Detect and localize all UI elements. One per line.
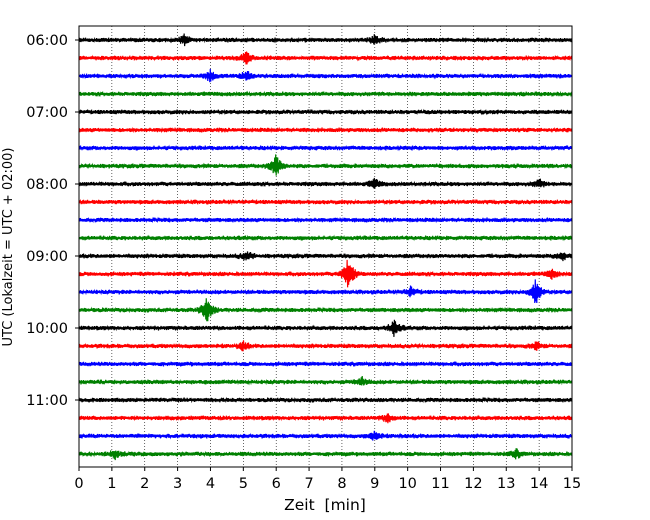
y-tick-label-0800: 08:00 [26, 177, 68, 193]
y-tick-label-0700: 07:00 [26, 105, 68, 121]
trace-0630 [78, 68, 573, 83]
x-tick-label-5: 5 [239, 476, 248, 492]
y-tick-label-0900: 09:00 [26, 249, 68, 265]
x-tick-label-1: 1 [107, 476, 116, 492]
trace-0615 [78, 51, 573, 65]
x-tick-label-3: 3 [173, 476, 182, 492]
trace-0700 [78, 108, 573, 116]
plot-frame [78, 25, 573, 468]
trace-1100 [78, 396, 573, 404]
trace-0915 [78, 259, 573, 288]
trace-0900 [78, 251, 573, 262]
trace-0715 [78, 126, 573, 134]
x-axis-label: Zeit [min] [284, 496, 366, 514]
trace-1145 [78, 448, 573, 461]
x-tick-label-7: 7 [304, 476, 313, 492]
trace-1130 [78, 430, 573, 441]
trace-0600 [78, 33, 573, 47]
y-tick-label-0600: 06:00 [26, 33, 68, 49]
x-tick-label-9: 9 [370, 476, 379, 492]
y-tick-label-1000: 10:00 [26, 321, 68, 337]
x-tick-label-0: 0 [74, 476, 83, 492]
trace-0930 [78, 279, 573, 304]
trace-0845 [78, 234, 573, 242]
x-tick-label-10: 10 [398, 476, 416, 492]
trace-0815 [78, 198, 573, 206]
x-tick-label-4: 4 [206, 476, 215, 492]
trace-0745 [78, 154, 573, 176]
trace-1000 [78, 319, 573, 337]
x-tick-label-11: 11 [431, 476, 449, 492]
trace-0800 [78, 177, 573, 189]
x-tick-label-14: 14 [530, 476, 548, 492]
trace-0945 [78, 298, 573, 322]
seismic-traces [78, 33, 573, 461]
trace-1115 [78, 413, 573, 424]
trace-0645 [78, 90, 573, 98]
y-tick-label-1100: 11:00 [26, 393, 68, 409]
x-tick-label-15: 15 [563, 476, 581, 492]
x-tick-label-6: 6 [272, 476, 281, 492]
x-tick-label-12: 12 [464, 476, 482, 492]
x-axis-ticks: 0 1 2 3 4 5 6 7 8 9 10 11 12 13 14 15 [74, 467, 581, 492]
trace-0730 [78, 144, 573, 152]
trace-0830 [78, 216, 573, 224]
trace-1015 [78, 340, 573, 352]
x-tick-label-2: 2 [140, 476, 149, 492]
x-tick-label-13: 13 [497, 476, 515, 492]
y-axis-ticks: 06:00 07:00 08:00 09:00 10:00 11:00 [26, 33, 79, 409]
x-tick-label-8: 8 [337, 476, 346, 492]
y-axis-label: UTC (Lokalzeit = UTC + 02:00) [1, 148, 16, 347]
trace-1045 [78, 376, 573, 386]
trace-1030 [78, 360, 573, 368]
